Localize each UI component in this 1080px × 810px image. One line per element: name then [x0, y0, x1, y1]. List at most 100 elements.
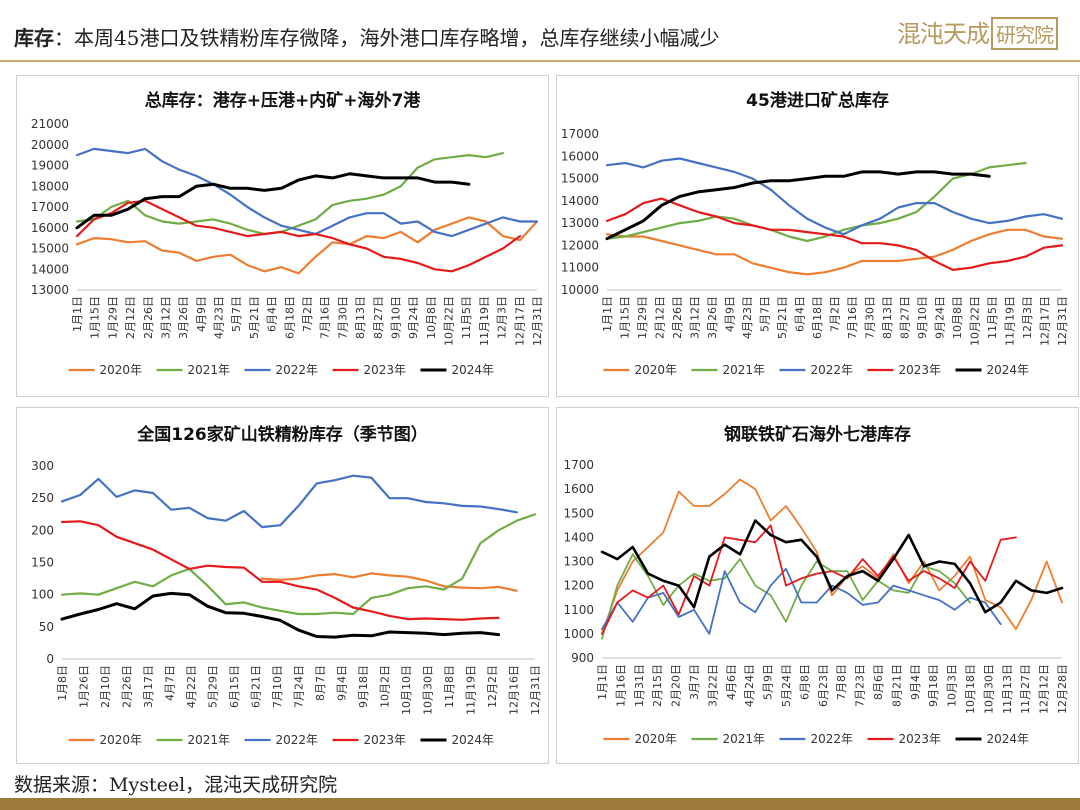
- series-line-2021: [601, 553, 971, 640]
- y-tick-label: 1000: [563, 627, 594, 641]
- x-tick-label: 6月4日: [266, 296, 279, 332]
- x-tick-label: 5月21日: [248, 296, 261, 339]
- x-tick-label: 2月12日: [654, 296, 667, 339]
- x-tick-label: 3月26日: [177, 296, 190, 339]
- x-tick-label: 8月21日: [890, 664, 903, 707]
- x-tick-label: 12月12日: [1038, 664, 1051, 714]
- x-tick-label: 7月16日: [319, 296, 332, 339]
- legend-label: 2020年: [635, 363, 678, 377]
- legend-label: 2022年: [811, 363, 854, 377]
- y-tick-label: 100: [31, 588, 54, 602]
- chart-svg: 总库存：港存+压港+内矿+海外7港 13000 14000 15000 16000 170…: [31, 90, 544, 377]
- x-tick-label: 9月4日: [909, 664, 922, 700]
- series-line-2023: [60, 520, 500, 621]
- legend-label: 2022年: [811, 732, 854, 746]
- x-tick-label: 10月30日: [422, 665, 435, 715]
- y-tick-label: 1100: [563, 603, 594, 617]
- x-tick-label: 3月12日: [159, 296, 172, 339]
- y-tick-label: 250: [31, 491, 54, 505]
- legend-label: 2021年: [723, 732, 766, 746]
- legend-label: 2023年: [364, 733, 407, 747]
- y-tick-label: 1300: [563, 555, 594, 569]
- x-tick-label: 8月6日: [872, 664, 885, 700]
- x-tick-label: 12月16日: [508, 665, 521, 715]
- x-tick-label: 1月26日: [78, 665, 91, 708]
- x-tick-label: 1月15日: [619, 296, 632, 339]
- x-tick-label: 9月24日: [407, 296, 420, 339]
- x-tick-label: 10月2日: [379, 665, 392, 708]
- page-title: 库存：本周45港口及铁精粉库存微降，海外港口库存略增，总库存继续小幅减少: [14, 22, 719, 51]
- x-tick-label: 12月2日: [486, 665, 499, 708]
- x-tick-label: 2月12日: [124, 296, 137, 339]
- y-tick-label: 13000: [31, 283, 69, 297]
- x-tick-label: 7月30日: [336, 296, 349, 339]
- series-line-2021: [60, 513, 537, 616]
- x-tick-label: 10月8日: [425, 296, 438, 339]
- legend-label: 2023年: [899, 732, 942, 746]
- y-tick-label: 1600: [563, 482, 594, 496]
- series-line-2020: [75, 216, 539, 275]
- x-tick-label: 12月31日: [531, 296, 544, 346]
- chart-title: 全国126家矿山铁精粉库存（季节图）: [136, 424, 428, 445]
- x-tick-label: 10月3日: [946, 664, 959, 707]
- x-tick-label: 11月5日: [460, 296, 473, 339]
- legend-label: 2020年: [100, 733, 143, 747]
- x-tick-label: 5月24日: [780, 664, 793, 707]
- y-tick-label: 19000: [31, 159, 69, 173]
- x-tick-label: 4月9日: [724, 296, 737, 332]
- x-tick-label: 3月17日: [142, 665, 155, 708]
- y-tick-label: 1400: [563, 530, 594, 544]
- title-colon: ：: [54, 26, 74, 50]
- series-line-2023: [75, 199, 522, 273]
- y-tick-label: 1700: [563, 458, 594, 472]
- legend-label: 2020年: [100, 363, 143, 377]
- x-tick-label: 4月9日: [195, 296, 208, 332]
- x-tick-label: 6月8日: [798, 664, 811, 700]
- legend-label: 2021年: [188, 363, 231, 377]
- y-tick-label: 12000: [561, 238, 599, 252]
- series-line-2023: [605, 197, 1064, 271]
- x-tick-label: 12月31日: [529, 665, 542, 715]
- x-tick-label: 10月22日: [969, 296, 982, 346]
- legend-label: 2023年: [364, 363, 407, 377]
- legend-label: 2021年: [723, 363, 766, 377]
- series-line-2023: [601, 524, 1017, 635]
- x-tick-label: 8月7日: [314, 665, 327, 701]
- x-tick-label: 7月16日: [846, 296, 859, 339]
- series-line-2022: [605, 157, 1064, 236]
- chart-svg: 全国126家矿山铁精粉库存（季节图） 0 50 100 150 200 250 300 1月8日…: [31, 424, 542, 747]
- x-tick-label: 4月6日: [725, 664, 738, 700]
- legend-label: 2022年: [276, 733, 319, 747]
- x-tick-label: 12月3日: [1021, 296, 1034, 339]
- x-tick-label: 3月12日: [689, 296, 702, 339]
- x-tick-label: 10月8日: [951, 296, 964, 339]
- series-line-2020: [601, 478, 1063, 635]
- x-tick-label: 5月21日: [776, 296, 789, 339]
- y-tick-label: 16000: [561, 149, 599, 163]
- x-tick-label: 7月2日: [301, 296, 314, 332]
- chart-title: 45港进口矿总库存: [746, 90, 889, 111]
- x-tick-label: 8月13日: [354, 296, 367, 339]
- x-tick-label: 10月30日: [982, 664, 995, 714]
- chart-title: 钢联铁矿石海外七港库存: [724, 424, 911, 445]
- x-tick-label: 7月10日: [271, 665, 284, 708]
- legend-label: 2023年: [899, 363, 942, 377]
- x-tick-label: 10月18日: [964, 664, 977, 714]
- x-tick-label: 6月18日: [811, 296, 824, 339]
- x-tick-label: 5月7日: [230, 296, 243, 332]
- chart-svg: 钢联铁矿石海外七港库存 900 1000 1100 1200 1300 1400 1500 16…: [563, 424, 1069, 746]
- logo-box-text: 研究院: [991, 17, 1058, 50]
- x-tick-label: 7月2日: [829, 296, 842, 332]
- x-tick-label: 9月18日: [357, 665, 370, 708]
- x-tick-label: 1月1日: [71, 296, 84, 332]
- x-tick-label: 3月7日: [688, 664, 701, 700]
- y-tick-label: 10000: [561, 283, 599, 297]
- y-tick-label: 1200: [563, 579, 594, 593]
- x-tick-label: 2月26日: [142, 296, 155, 339]
- y-tick-label: 15000: [561, 172, 599, 186]
- x-tick-label: 7月24日: [293, 665, 306, 708]
- y-tick-label: 16000: [31, 221, 69, 235]
- x-tick-label: 1月8日: [56, 665, 69, 701]
- chart-panel-126-mines: 全国126家矿山铁精粉库存（季节图） 0 50 100 150 200 250 300 1月8日…: [16, 407, 549, 764]
- chart-panel-total-inventory: 总库存：港存+压港+内矿+海外7港 13000 14000 15000 16000 170…: [16, 75, 549, 397]
